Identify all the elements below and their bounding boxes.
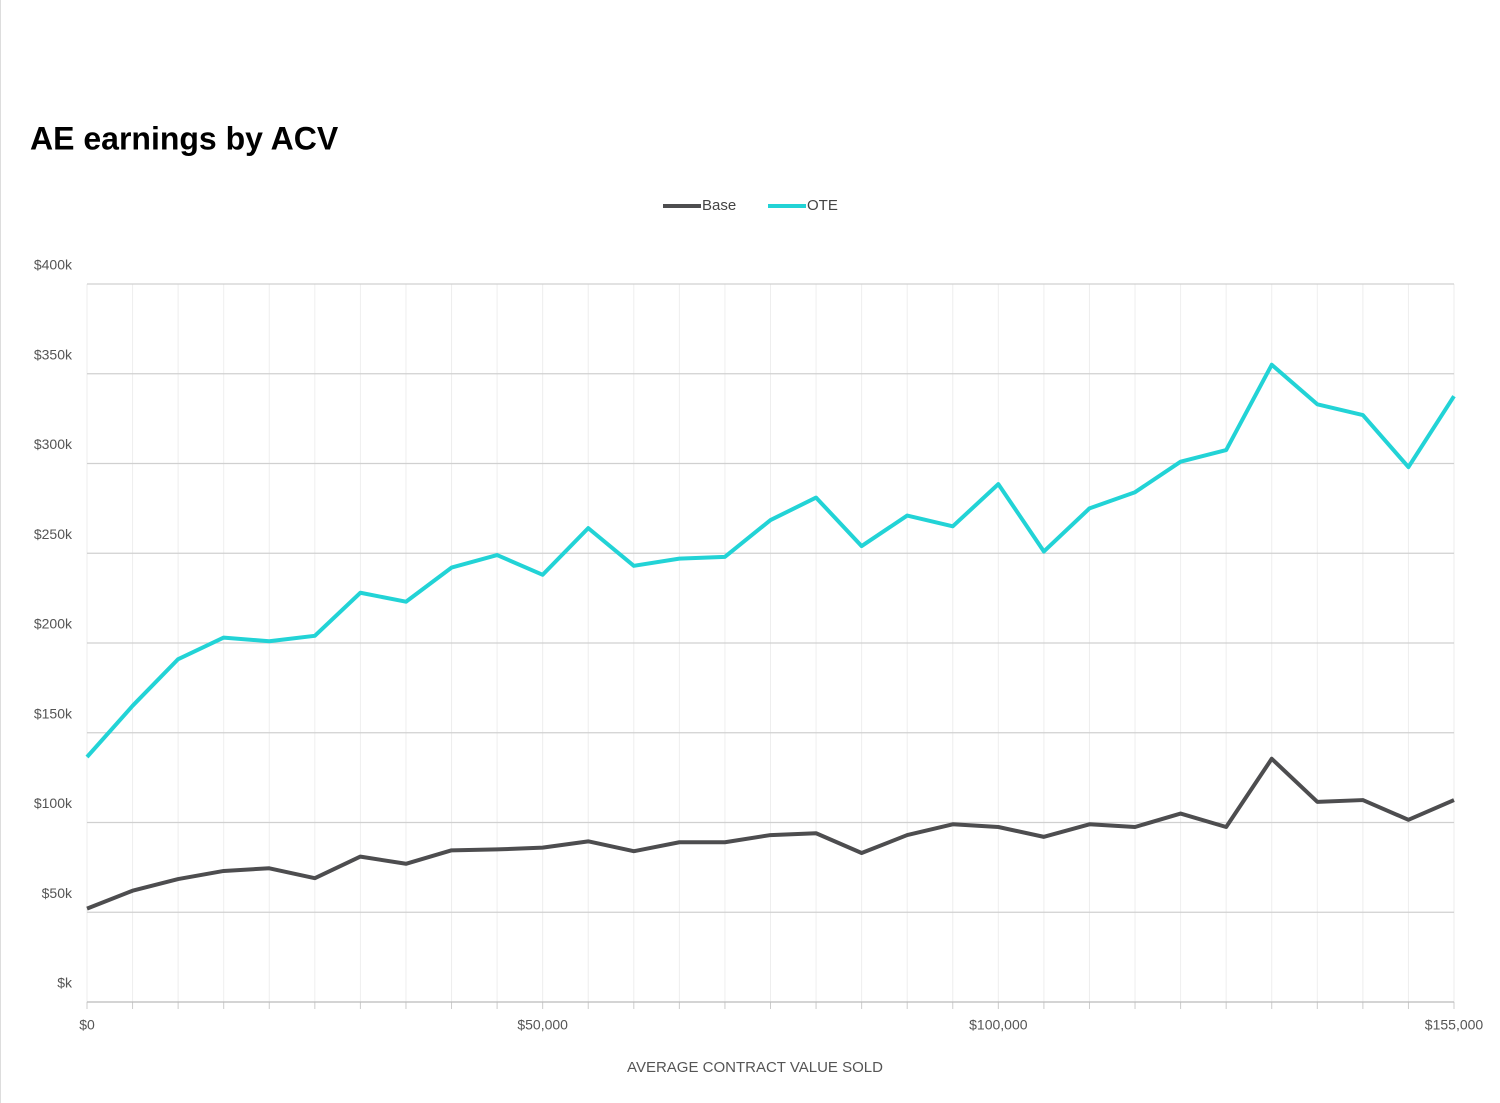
y-tick-label: $k [57, 975, 73, 991]
y-tick-label: $400k [34, 257, 73, 273]
y-tick-label: $200k [34, 616, 73, 632]
legend-label: OTE [807, 197, 838, 214]
x-tick-label: $155,000 [1425, 1017, 1484, 1033]
y-tick-label: $100k [34, 795, 73, 811]
x-axis-title: AVERAGE CONTRACT VALUE SOLD [627, 1059, 883, 1076]
x-tick-label: $100,000 [969, 1017, 1028, 1033]
y-tick-label: $50k [42, 885, 73, 901]
line-series [86, 756, 1455, 911]
chart-title: AE earnings by ACV [30, 120, 339, 156]
y-tick-label: $350k [34, 346, 73, 362]
x-tick-label: $0 [79, 1017, 95, 1033]
line-series [85, 362, 1456, 759]
y-tick-label: $250k [34, 526, 73, 542]
y-tick-label: $300k [34, 436, 73, 452]
legend-label: Base [702, 197, 736, 214]
x-tick-label: $50,000 [517, 1017, 568, 1033]
y-tick-label: $150k [34, 705, 73, 721]
